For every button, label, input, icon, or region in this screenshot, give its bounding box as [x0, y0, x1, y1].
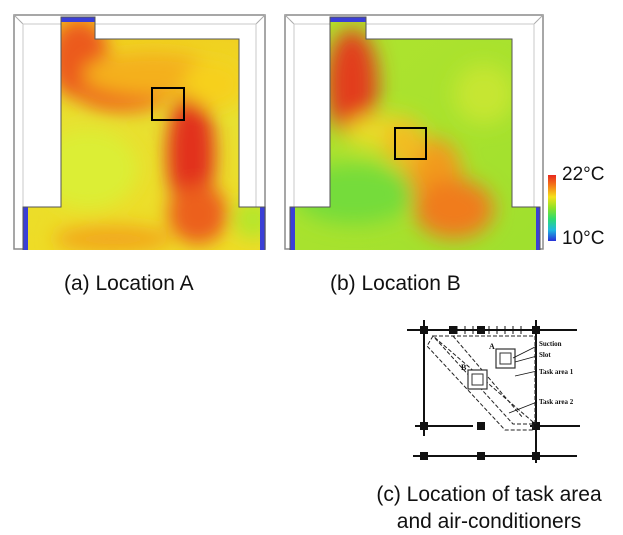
caption-a: (a) Location A: [64, 272, 194, 295]
label-task-area-2: Task area 2: [539, 398, 574, 406]
location-a-marker: [151, 87, 185, 121]
colorbar-max-label: 22°C: [562, 164, 605, 185]
temperature-map-a: [13, 14, 266, 250]
caption-b: (b) Location B: [330, 272, 461, 295]
temperature-map-b: [284, 14, 544, 250]
label-task-area-1: Task area 1: [539, 368, 574, 376]
caption-c-line1: (c) Location of task area: [376, 483, 602, 506]
task-area-1: [431, 335, 536, 425]
air-conditioner-b: [467, 369, 488, 390]
location-b-marker: [394, 127, 427, 160]
layout-schematic: A B Suction Slot Task area 1 Task area 2: [407, 320, 580, 463]
colorbar-min-label: 10°C: [562, 228, 605, 249]
heat-field-a: [23, 17, 265, 250]
heat-field-b: [290, 17, 540, 250]
caption-c: (c) Location of task area and air-condit…: [352, 481, 623, 535]
caption-c-line2: and air-conditioners: [396, 510, 582, 533]
label-suction: Suction: [539, 340, 562, 348]
label-A: A: [489, 342, 495, 351]
air-conditioner-a: [495, 348, 516, 369]
label-B: B: [461, 363, 467, 372]
colorbar: [548, 175, 556, 241]
label-slot: Slot: [539, 351, 551, 359]
task-area-2: [426, 335, 534, 431]
